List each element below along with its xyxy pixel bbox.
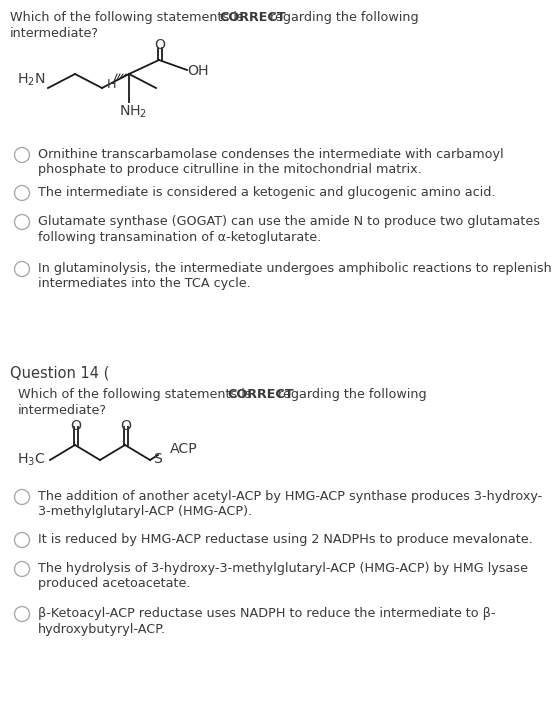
Text: Which of the following statements is: Which of the following statements is bbox=[18, 388, 255, 401]
Text: Ornithine transcarbamolase condenses the intermediate with carbamoyl: Ornithine transcarbamolase condenses the… bbox=[38, 148, 504, 161]
Text: regarding the following: regarding the following bbox=[266, 11, 419, 24]
Text: In glutaminolysis, the intermediate undergoes amphibolic reactions to replenish: In glutaminolysis, the intermediate unde… bbox=[38, 262, 552, 275]
Text: intermediate?: intermediate? bbox=[18, 404, 107, 417]
Text: 3-methylglutaryl-ACP (HMG-ACP).: 3-methylglutaryl-ACP (HMG-ACP). bbox=[38, 505, 252, 518]
Text: S: S bbox=[153, 452, 162, 466]
Text: phosphate to produce citrulline in the mitochondrial matrix.: phosphate to produce citrulline in the m… bbox=[38, 163, 422, 176]
Text: hydroxybutyryl-ACP.: hydroxybutyryl-ACP. bbox=[38, 623, 166, 636]
Text: O: O bbox=[154, 38, 165, 52]
Text: H: H bbox=[107, 78, 117, 91]
Text: ACP: ACP bbox=[170, 442, 198, 456]
Text: β-Ketoacyl-ACP reductase uses NADPH to reduce the intermediate to β-: β-Ketoacyl-ACP reductase uses NADPH to r… bbox=[38, 607, 495, 620]
Text: It is reduced by HMG-ACP reductase using 2 NADPHs to produce mevalonate.: It is reduced by HMG-ACP reductase using… bbox=[38, 533, 533, 546]
Text: H$_3$C: H$_3$C bbox=[17, 452, 45, 469]
Text: The hydrolysis of 3-hydroxy-3-methylglutaryl-ACP (HMG-ACP) by HMG lysase: The hydrolysis of 3-hydroxy-3-methylglut… bbox=[38, 562, 528, 575]
Text: produced acetoacetate.: produced acetoacetate. bbox=[38, 577, 190, 590]
Text: Which of the following statements is: Which of the following statements is bbox=[10, 11, 248, 24]
Text: O: O bbox=[120, 419, 131, 433]
Text: NH$_2$: NH$_2$ bbox=[119, 104, 147, 120]
Text: regarding the following: regarding the following bbox=[274, 388, 426, 401]
Text: Glutamate synthase (GOGAT) can use the amide N to produce two glutamates: Glutamate synthase (GOGAT) can use the a… bbox=[38, 215, 540, 228]
Text: CORRECT: CORRECT bbox=[219, 11, 286, 24]
Text: CORRECT: CORRECT bbox=[227, 388, 294, 401]
Text: The addition of another acetyl-ACP by HMG-ACP synthase produces 3-hydroxy-: The addition of another acetyl-ACP by HM… bbox=[38, 490, 542, 503]
Text: intermediate?: intermediate? bbox=[10, 27, 99, 40]
Text: OH: OH bbox=[187, 64, 208, 78]
Text: The intermediate is considered a ketogenic and glucogenic amino acid.: The intermediate is considered a ketogen… bbox=[38, 186, 495, 199]
Text: H$_2$N: H$_2$N bbox=[17, 72, 45, 89]
Text: intermediates into the TCA cycle.: intermediates into the TCA cycle. bbox=[38, 277, 251, 290]
Text: O: O bbox=[70, 419, 81, 433]
Text: following transamination of α-ketoglutarate.: following transamination of α-ketoglutar… bbox=[38, 230, 321, 243]
Text: Question 14 (: Question 14 ( bbox=[10, 365, 109, 380]
